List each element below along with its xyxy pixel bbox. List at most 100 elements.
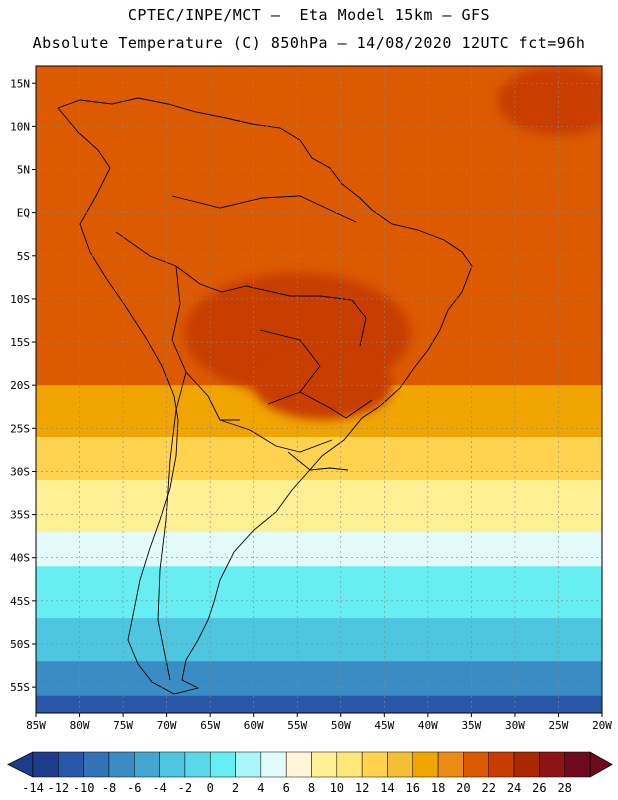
lat-tick-label: 50S — [10, 638, 30, 651]
colorbar-label: 28 — [557, 781, 571, 795]
temperature-band — [36, 618, 602, 663]
south-america-coastline — [57, 97, 473, 695]
colorbar-label: -2 — [178, 781, 192, 795]
colorbar-swatch — [361, 751, 388, 778]
lat-tick-label: 5S — [17, 250, 30, 263]
country-border — [115, 231, 247, 293]
colorbar-label: 10 — [330, 781, 344, 795]
axis-ticks: 85W 80W 75W 70W 65W 60W 55W 50W 45W 40W 35W 30W 25W 2… — [10, 77, 612, 732]
colorbar-swatch — [83, 751, 110, 778]
temperature-band — [36, 531, 602, 568]
lon-tick-label: 40W — [418, 719, 438, 732]
lat-tick-label: EQ — [17, 207, 30, 220]
colorbar: -14 -12 -10 -8 -6 -4 -2 0 2 4 6 8 10 12 14 16 18 20 22 24 26… — [7, 751, 613, 795]
colorbar-swatch — [539, 751, 565, 778]
lat-tick-label: 35S — [10, 509, 30, 522]
lat-lon-grid — [36, 66, 602, 713]
colorbar-label: 18 — [431, 781, 445, 795]
colorbar-label: 26 — [532, 781, 546, 795]
lat-tick-label: 30S — [10, 465, 30, 478]
colorbar-swatch — [387, 751, 414, 778]
lat-tick-label: 10S — [10, 293, 30, 306]
warm-core — [253, 350, 394, 420]
colorbar-label: -10 — [73, 781, 95, 795]
country-border — [219, 419, 333, 453]
colorbar-swatch — [285, 751, 312, 778]
lon-tick-label: 80W — [70, 719, 90, 732]
lon-tick-label: 20W — [592, 719, 612, 732]
title-line-1: CPTEC/INPE/MCT – Eta Model 15km – GFS — [127, 6, 491, 24]
lon-tick-label: 85W — [26, 719, 46, 732]
colorbar-swatch — [412, 751, 439, 778]
colorbar-swatch — [209, 751, 236, 778]
lon-tick-label: 25W — [549, 719, 569, 732]
plot-frame — [35, 65, 603, 714]
lat-tick-label: 55S — [10, 681, 30, 694]
colorbar-swatch — [108, 751, 135, 778]
lon-tick-label: 35W — [461, 719, 481, 732]
country-border — [299, 391, 373, 419]
temperature-band — [36, 566, 602, 620]
lon-tick-label: 50W — [331, 719, 351, 732]
colorbar-label: 8 — [308, 781, 315, 795]
colorbar-label: 12 — [355, 781, 369, 795]
warm-core — [497, 66, 602, 136]
colorbar-swatch — [184, 751, 211, 778]
lon-tick-label: 65W — [200, 719, 220, 732]
lon-tick-label: 60W — [244, 719, 264, 732]
colorbar-label: 20 — [456, 781, 470, 795]
colorbar-swatch — [437, 751, 464, 778]
lat-tick-label: 5N — [17, 164, 30, 177]
colorbar-swatch — [311, 751, 338, 778]
colorbar-over-arrow — [589, 751, 613, 778]
colorbar-label: 16 — [406, 781, 420, 795]
country-border — [171, 195, 357, 223]
colorbar-label: 2 — [232, 781, 239, 795]
lat-tick-label: 10N — [10, 120, 30, 133]
lat-tick-label: 45S — [10, 595, 30, 608]
colorbar-label: -8 — [102, 781, 116, 795]
country-border — [259, 329, 321, 405]
lon-tick-label: 45W — [374, 719, 394, 732]
colorbar-label: 24 — [507, 781, 521, 795]
lat-tick-label: 20S — [10, 379, 30, 392]
lon-tick-label: 30W — [505, 719, 525, 732]
lon-tick-label: 75W — [113, 719, 133, 732]
lat-tick-label: 25S — [10, 422, 30, 435]
country-border — [245, 285, 367, 347]
temperature-band — [36, 661, 602, 697]
colorbar-swatch — [159, 751, 186, 778]
colorbar-label: 6 — [283, 781, 290, 795]
colorbar-label: 0 — [207, 781, 214, 795]
colorbar-swatch — [336, 751, 363, 778]
lon-tick-label: 70W — [157, 719, 177, 732]
colorbar-label: -4 — [152, 781, 166, 795]
colorbar-swatch — [134, 751, 160, 778]
lat-tick-label: 15S — [10, 336, 30, 349]
lat-tick-label: 15N — [10, 77, 30, 90]
lon-tick-label: 55W — [287, 719, 307, 732]
country-border — [287, 451, 349, 471]
coastline-borders — [57, 97, 473, 695]
colorbar-label: -6 — [127, 781, 141, 795]
colorbar-label: -12 — [47, 781, 69, 795]
colorbar-swatch — [463, 751, 489, 778]
colorbar-swatch — [513, 751, 540, 778]
temperature-band — [36, 480, 602, 533]
colorbar-label: 22 — [482, 781, 496, 795]
temperature-field — [36, 66, 602, 713]
colorbar-swatch — [260, 751, 287, 778]
colorbar-swatch — [235, 751, 262, 778]
colorbar-label: 4 — [257, 781, 264, 795]
colorbar-under-arrow — [7, 751, 34, 778]
lat-tick-label: 40S — [10, 552, 30, 565]
colorbar-swatch — [564, 751, 591, 778]
colorbar-label: 14 — [380, 781, 394, 795]
colorbar-label: -14 — [22, 781, 44, 795]
colorbar-swatch — [58, 751, 84, 778]
country-border — [157, 371, 187, 681]
colorbar-swatch — [32, 751, 59, 778]
title-line-2: Absolute Temperature (C) 850hPa – 14/08/… — [32, 34, 586, 52]
colorbar-swatch — [488, 751, 515, 778]
